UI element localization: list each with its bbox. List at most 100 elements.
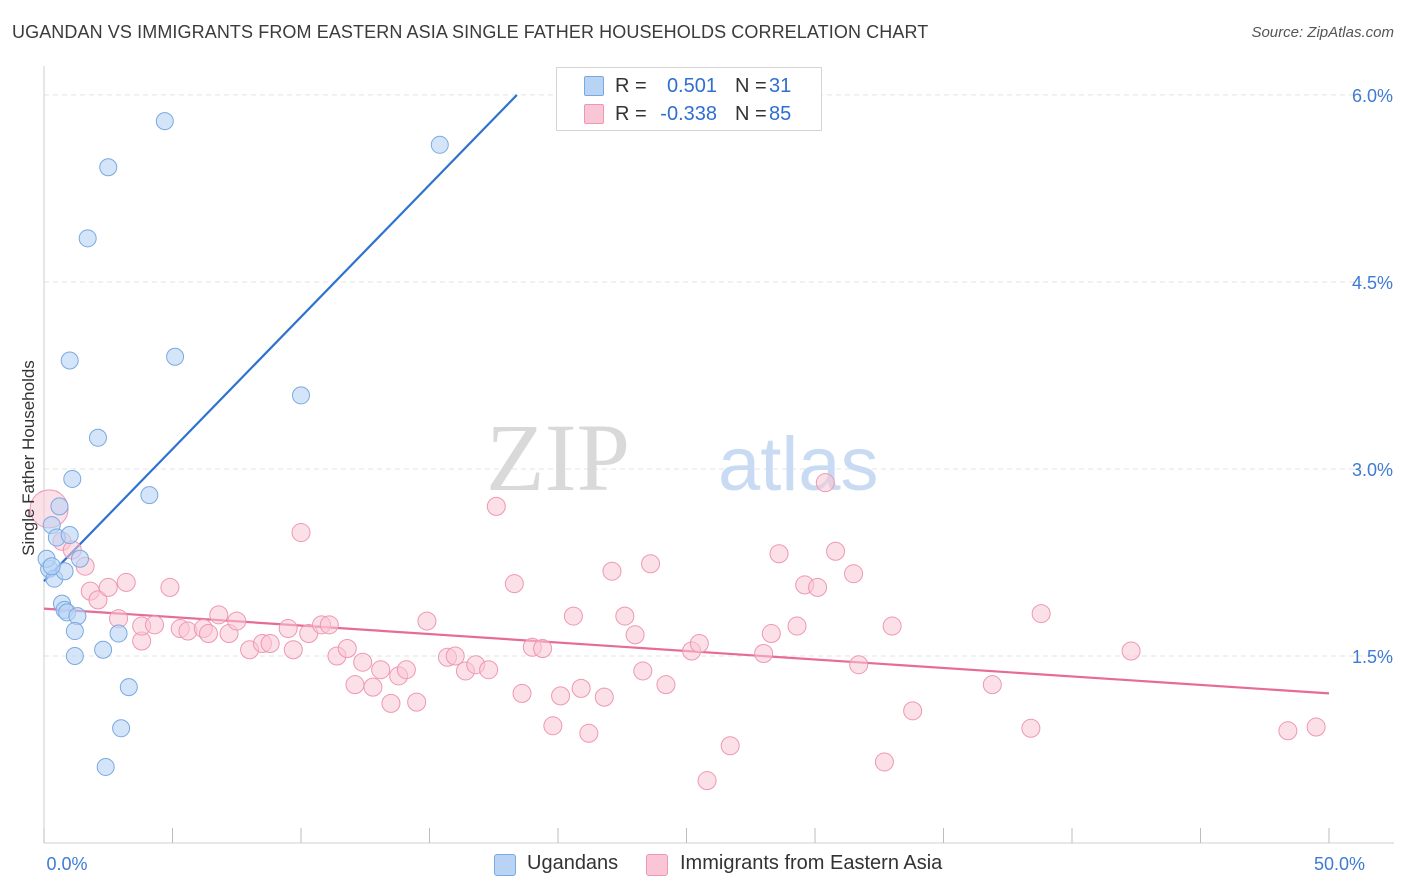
legend-eastern-asia-swatch: [646, 854, 668, 876]
x-tick-label: 50.0%: [1314, 854, 1365, 874]
point-eastern-asia: [602, 561, 622, 581]
point-ugandan: [99, 158, 118, 177]
point-eastern-asia: [815, 473, 835, 493]
y-axis-label: Single Father Households: [19, 360, 38, 556]
point-ugandan: [166, 347, 185, 366]
point-ugandan: [112, 719, 131, 738]
point-eastern-asia: [371, 660, 391, 680]
point-eastern-asia: [543, 716, 563, 736]
point-eastern-asia: [594, 687, 614, 707]
point-ugandan: [42, 557, 61, 576]
point-eastern-asia: [787, 616, 807, 636]
points-immigrants-eastern-asia: [29, 473, 1326, 791]
point-ugandan: [88, 428, 107, 447]
point-eastern-asia: [445, 646, 465, 666]
point-eastern-asia: [982, 675, 1002, 695]
n-value: 31: [769, 75, 792, 97]
point-ugandan: [60, 351, 79, 370]
point-eastern-asia: [260, 634, 280, 654]
point-eastern-asia: [1121, 641, 1141, 661]
point-eastern-asia: [198, 624, 218, 644]
r-label: R =: [615, 103, 647, 125]
point-eastern-asia: [504, 574, 524, 594]
point-eastern-asia: [319, 615, 339, 635]
point-eastern-asia: [278, 619, 298, 639]
point-eastern-asia: [874, 752, 894, 772]
point-eastern-asia: [417, 611, 437, 631]
point-eastern-asia: [903, 701, 923, 721]
point-eastern-asia: [808, 577, 828, 597]
trend-line-ugandans: [43, 94, 518, 582]
point-eastern-asia: [689, 634, 709, 654]
point-eastern-asia: [291, 523, 311, 543]
y-tick-label: 3.0%: [1352, 460, 1393, 480]
point-eastern-asia: [337, 639, 357, 659]
point-eastern-asia: [633, 661, 653, 681]
point-eastern-asia: [641, 554, 661, 574]
point-eastern-asia: [625, 625, 645, 645]
y-tick-label: 6.0%: [1352, 86, 1393, 106]
point-eastern-asia: [571, 678, 591, 698]
points-ugandans: [37, 112, 449, 776]
ugandans-swatch: [584, 76, 604, 96]
point-ugandan: [140, 486, 159, 505]
point-eastern-asia: [754, 643, 774, 663]
point-ugandan: [430, 135, 449, 154]
chart-title: UGANDAN VS IMMIGRANTS FROM EASTERN ASIA …: [12, 22, 929, 42]
legend-ugandans-swatch: [494, 854, 516, 876]
n-label: N =: [735, 103, 767, 125]
point-eastern-asia: [697, 771, 717, 791]
trend-lines: [43, 94, 1330, 695]
legend-row-eastern-asia: R = -0.338 N = 85: [557, 100, 821, 128]
point-eastern-asia: [844, 564, 864, 584]
point-eastern-asia: [381, 693, 401, 713]
point-ugandan: [65, 622, 84, 641]
point-eastern-asia: [345, 675, 365, 695]
point-ugandan: [60, 526, 79, 545]
point-eastern-asia: [563, 606, 583, 626]
point-eastern-asia: [761, 624, 781, 644]
point-eastern-asia: [98, 577, 118, 597]
point-ugandan: [155, 112, 174, 131]
point-ugandan: [292, 386, 310, 405]
point-eastern-asia: [209, 605, 229, 625]
point-eastern-asia: [1278, 721, 1298, 741]
r-value: -0.338: [660, 103, 717, 125]
r-value: 0.501: [666, 75, 717, 97]
watermark-atlas: atlas: [718, 422, 879, 507]
legend-eastern-asia-label: Immigrants from Eastern Asia: [680, 852, 943, 874]
point-eastern-asia: [363, 677, 383, 697]
point-ugandan: [65, 646, 84, 665]
point-eastern-asia: [1031, 604, 1051, 624]
point-ugandan: [94, 640, 113, 659]
point-eastern-asia: [551, 686, 571, 706]
point-ugandan: [68, 607, 87, 626]
point-eastern-asia: [145, 615, 165, 635]
point-eastern-asia: [160, 577, 180, 597]
y-tick-label: 4.5%: [1352, 273, 1393, 293]
point-eastern-asia: [533, 639, 553, 659]
point-ugandan: [50, 497, 69, 516]
axes: [43, 66, 1394, 844]
point-eastern-asia: [512, 683, 532, 703]
correlation-legend: R = 0.501 N = 31 R = -0.338 N = 85: [556, 67, 822, 131]
point-eastern-asia: [656, 675, 676, 695]
watermark-zip: ZIP: [486, 404, 630, 511]
point-eastern-asia: [88, 590, 108, 610]
gridlines: [44, 94, 1394, 657]
point-ugandan: [63, 469, 82, 488]
point-eastern-asia: [1306, 717, 1326, 737]
n-label: N =: [735, 75, 767, 97]
point-ugandan: [78, 229, 97, 248]
r-label: R =: [615, 75, 647, 97]
point-eastern-asia: [615, 606, 635, 626]
point-eastern-asia: [407, 692, 427, 712]
source-label: Source: ZipAtlas.com: [1251, 24, 1394, 41]
point-eastern-asia: [116, 572, 136, 592]
point-eastern-asia: [479, 660, 499, 680]
point-eastern-asia: [1021, 718, 1041, 738]
point-eastern-asia: [882, 616, 902, 636]
n-value: 85: [769, 103, 792, 125]
y-tick-label: 1.5%: [1352, 647, 1393, 667]
